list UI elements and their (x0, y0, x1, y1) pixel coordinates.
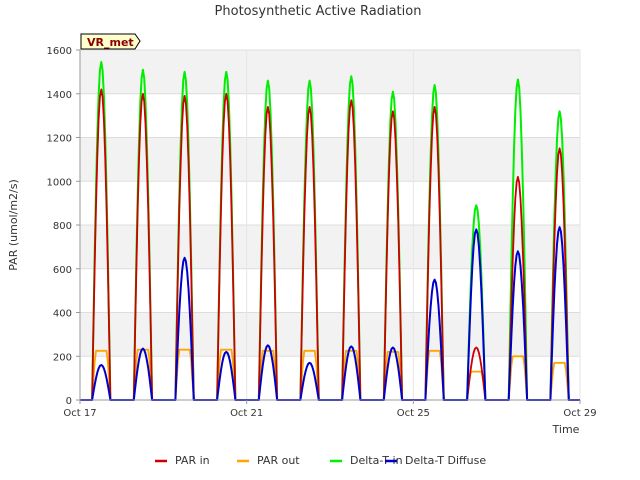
y-tick-label: 400 (53, 309, 72, 320)
grid-band (80, 137, 580, 182)
legend: PAR in PAR out Delta-T in Delta-T Diffuse (155, 454, 486, 467)
legend-label: PAR out (257, 454, 300, 467)
y-tick-label: 1600 (47, 46, 72, 57)
chart-title: Photosynthetic Active Radiation (215, 4, 422, 19)
x-tick-label: Oct 17 (63, 408, 96, 419)
station-badge: VR_met (80, 33, 141, 50)
y-tick-label: 0 (66, 396, 72, 407)
y-axis-label: PAR (umol/m2/s) (7, 179, 20, 271)
x-tick-label: Oct 25 (397, 408, 430, 419)
grid-band (80, 50, 580, 94)
axes: 0 200 400 600 800 1000 1200 1400 1600 Oct 17 Oct 2… (47, 46, 597, 419)
y-tick-label: 200 (53, 352, 72, 363)
x-tick-label: Oct 21 (230, 408, 263, 419)
station-badge-label: VR_met (87, 36, 134, 49)
y-tick-label: 1000 (47, 177, 72, 188)
x-tick-label: Oct 29 (563, 408, 596, 419)
y-tick-label: 600 (53, 265, 72, 276)
y-tick-label: 1400 (47, 90, 72, 101)
legend-label: Delta-T in (350, 454, 403, 467)
y-tick-label: 800 (53, 221, 72, 232)
y-tick-label: 1200 (47, 134, 72, 145)
x-axis-label: Time (552, 423, 580, 436)
legend-label: Delta-T Diffuse (405, 454, 486, 467)
grid-band (80, 225, 580, 269)
grid-band (80, 312, 580, 357)
legend-label: PAR in (175, 454, 210, 467)
